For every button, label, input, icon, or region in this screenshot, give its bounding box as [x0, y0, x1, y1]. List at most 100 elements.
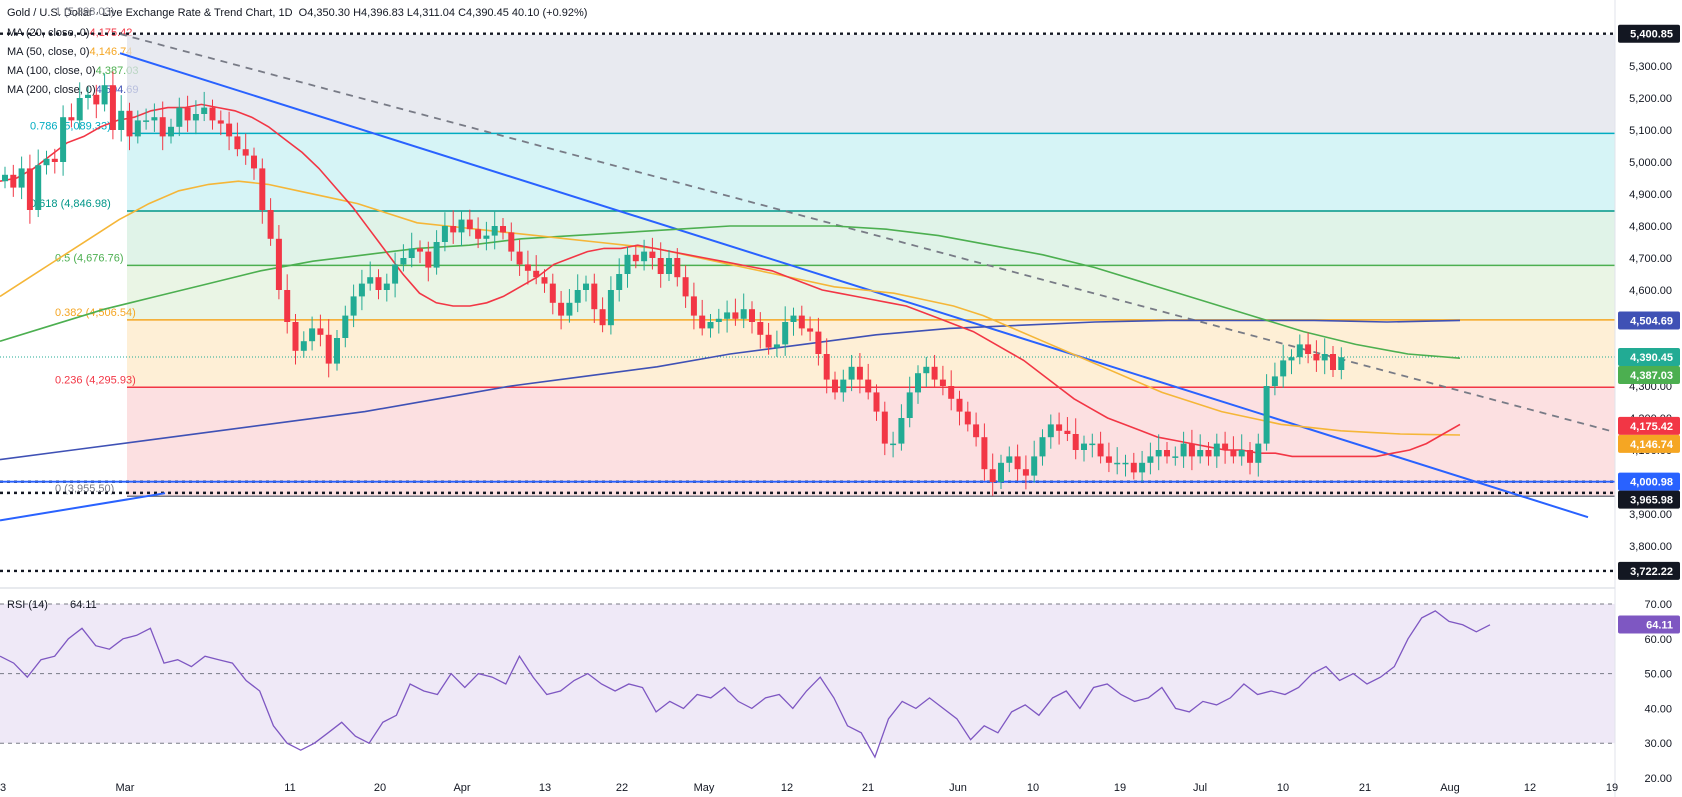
- candle-body: [906, 392, 913, 418]
- candle-body: [300, 341, 307, 351]
- price-badge-label: 3,722.22: [1630, 566, 1673, 578]
- candle-body: [823, 354, 830, 380]
- candle-body: [939, 379, 946, 386]
- candle-body: [815, 331, 822, 354]
- candle-body: [1122, 462, 1129, 465]
- fib-zone-5: [127, 387, 1615, 497]
- candle-body: [1205, 450, 1212, 457]
- fib-label-3: 0.382 (4,506.54): [55, 307, 136, 319]
- candle-body: [176, 107, 183, 127]
- candle-body: [491, 226, 498, 236]
- candle-body: [533, 270, 540, 278]
- candle-body: [1006, 456, 1013, 463]
- candle-body: [1222, 443, 1229, 450]
- x-tick-label: Aug: [1440, 782, 1460, 794]
- candle-body: [309, 328, 316, 342]
- candle-body: [284, 290, 291, 322]
- candle-body: [1097, 443, 1104, 457]
- fib-label-1: 0.618 (4,846.98): [30, 198, 111, 210]
- candle-body: [657, 258, 664, 274]
- candle-body: [184, 107, 191, 121]
- candle-body: [840, 379, 847, 393]
- x-tick-label: 10: [1027, 782, 1039, 794]
- fib-label-2: 0.5 (4,676.76): [55, 252, 124, 264]
- ma-legend-value: 4,175.42: [89, 27, 133, 39]
- candle-body: [881, 411, 888, 444]
- candle-body: [1230, 450, 1237, 457]
- candle-body: [1188, 443, 1195, 457]
- candle-body: [558, 302, 565, 316]
- candle-body: [948, 386, 955, 399]
- candle-body: [682, 277, 689, 297]
- candle-body: [1255, 443, 1262, 463]
- candle-body: [251, 155, 257, 169]
- candle-body: [1047, 424, 1054, 438]
- ohlc-readout: O4,350.30 H4,396.83 L4,311.04 C4,390.45 …: [298, 7, 588, 19]
- candle-body: [383, 283, 390, 290]
- left-support-trendline: [0, 492, 166, 522]
- candle-body: [1330, 354, 1336, 370]
- candle-body: [1056, 424, 1063, 431]
- candle-body: [740, 309, 747, 319]
- price-badge-label: 3,965.98: [1630, 495, 1673, 507]
- candle-body: [483, 235, 490, 239]
- rsi-y-tick-label: 30.00: [1644, 738, 1672, 750]
- price-badge-label: 4,387.03: [1630, 370, 1673, 382]
- candle-body: [574, 290, 581, 303]
- candle-body: [923, 366, 930, 374]
- ma-legend-value: 4,146.74: [89, 46, 133, 58]
- candle-body: [1114, 462, 1121, 465]
- x-tick-label: 19: [1114, 782, 1126, 794]
- candle-body: [43, 158, 50, 166]
- x-tick-label: 12: [1524, 782, 1536, 794]
- ma-legend-row: MA (50, close, 0) 4,146.74: [7, 46, 132, 58]
- candle-body: [1305, 344, 1312, 354]
- price-badge: [1618, 366, 1680, 385]
- candle-body: [508, 232, 515, 252]
- candle-body: [118, 110, 125, 130]
- ma-legend-label: MA (200, close, 0): [7, 84, 96, 96]
- rsi-badge-label: 64.11: [1646, 619, 1673, 631]
- price-badge: [1618, 24, 1680, 43]
- x-tick-label: 13: [539, 782, 551, 794]
- candle-body: [126, 110, 133, 137]
- candle-body: [450, 226, 457, 233]
- ma-legend-row: MA (20, close, 0) 4,175.42: [7, 27, 132, 39]
- candle-body: [898, 418, 905, 444]
- candle-body: [1139, 462, 1146, 473]
- candle-body: [1081, 443, 1087, 450]
- candle-body: [848, 366, 855, 380]
- candle-body: [93, 94, 100, 105]
- candle-body: [35, 165, 42, 210]
- candle-body: [201, 107, 208, 114]
- candle-body: [915, 373, 921, 393]
- candle-body: [275, 238, 282, 290]
- rsi-current-value: 64.11: [70, 599, 97, 611]
- candle-body: [2, 174, 8, 182]
- candle-body: [1147, 456, 1154, 463]
- candle-body: [832, 379, 838, 393]
- candle-body: [292, 322, 299, 351]
- candle-body: [334, 338, 340, 364]
- candle-body: [392, 264, 399, 284]
- candle-body: [666, 258, 672, 274]
- price-badge: [1618, 561, 1680, 580]
- candle-body: [749, 309, 755, 322]
- x-tick-label: 10: [1277, 782, 1289, 794]
- price-badge: [1618, 311, 1680, 330]
- candle-body: [641, 251, 648, 262]
- candle-body: [931, 366, 938, 380]
- rsi-y-tick-label: 40.00: [1644, 703, 1672, 715]
- y-tick-label: 4,800.00: [1629, 221, 1672, 233]
- candle-body: [1271, 376, 1278, 386]
- candle-body: [109, 85, 116, 130]
- candle-body: [1164, 450, 1170, 457]
- candle-body: [18, 168, 25, 188]
- price-badge: [1618, 434, 1680, 453]
- candle-body: [865, 379, 872, 393]
- candle-body: [400, 258, 407, 265]
- candle-body: [757, 322, 764, 335]
- candle-body: [724, 312, 731, 319]
- candle-body: [583, 283, 589, 290]
